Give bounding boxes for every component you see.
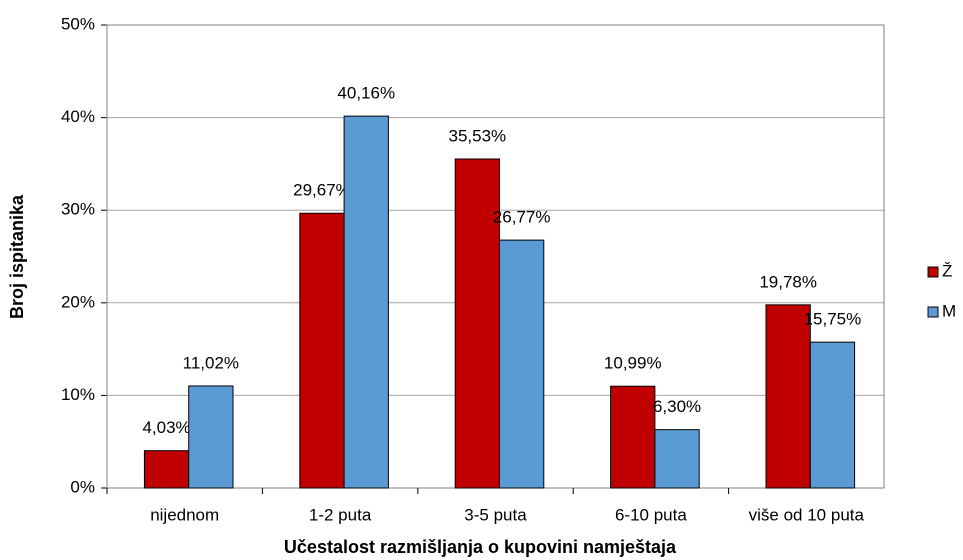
- y-axis-title: Broj ispitanika: [7, 194, 27, 319]
- y-tick-label: 30%: [61, 200, 95, 219]
- bar: [610, 385, 656, 489]
- value-label: 40,16%: [337, 84, 395, 103]
- x-axis-title: Učestalost razmišljanja o kupovini namje…: [284, 537, 677, 557]
- legend-swatch: [927, 266, 939, 278]
- value-label: 35,53%: [449, 126, 507, 145]
- x-tick-label: više od 10 puta: [749, 505, 865, 524]
- legend-swatch: [927, 306, 939, 318]
- y-tick-label: 40%: [61, 107, 95, 126]
- bar: [765, 304, 811, 489]
- bar: [299, 212, 345, 489]
- y-tick-label: 20%: [61, 292, 95, 311]
- x-tick-label: nijednom: [150, 505, 219, 524]
- value-label: 29,67%: [293, 181, 351, 200]
- value-label: 11,02%: [183, 353, 239, 372]
- legend-label: M: [942, 301, 956, 320]
- legend-label: Ž: [942, 261, 952, 280]
- bar: [499, 239, 545, 489]
- y-tick-label: 10%: [61, 385, 95, 404]
- bar: [188, 385, 234, 489]
- bar: [454, 158, 500, 489]
- value-label: 19,78%: [759, 272, 817, 291]
- y-tick-label: 50%: [61, 14, 95, 33]
- x-tick-label: 6-10 puta: [615, 505, 687, 524]
- value-label: 10,99%: [604, 354, 662, 373]
- x-tick-label: 1-2 puta: [309, 505, 372, 524]
- bar: [809, 341, 856, 489]
- x-tick-label: 3-5 puta: [464, 505, 527, 524]
- value-label: 6,30%: [653, 397, 701, 416]
- bar: [654, 429, 700, 489]
- bar: [343, 115, 389, 489]
- bar: [143, 450, 190, 489]
- value-label: 15,75%: [804, 310, 862, 329]
- value-label: 4,03%: [142, 418, 190, 437]
- value-label: 26,77%: [493, 208, 551, 227]
- y-tick-label: 0%: [70, 477, 95, 496]
